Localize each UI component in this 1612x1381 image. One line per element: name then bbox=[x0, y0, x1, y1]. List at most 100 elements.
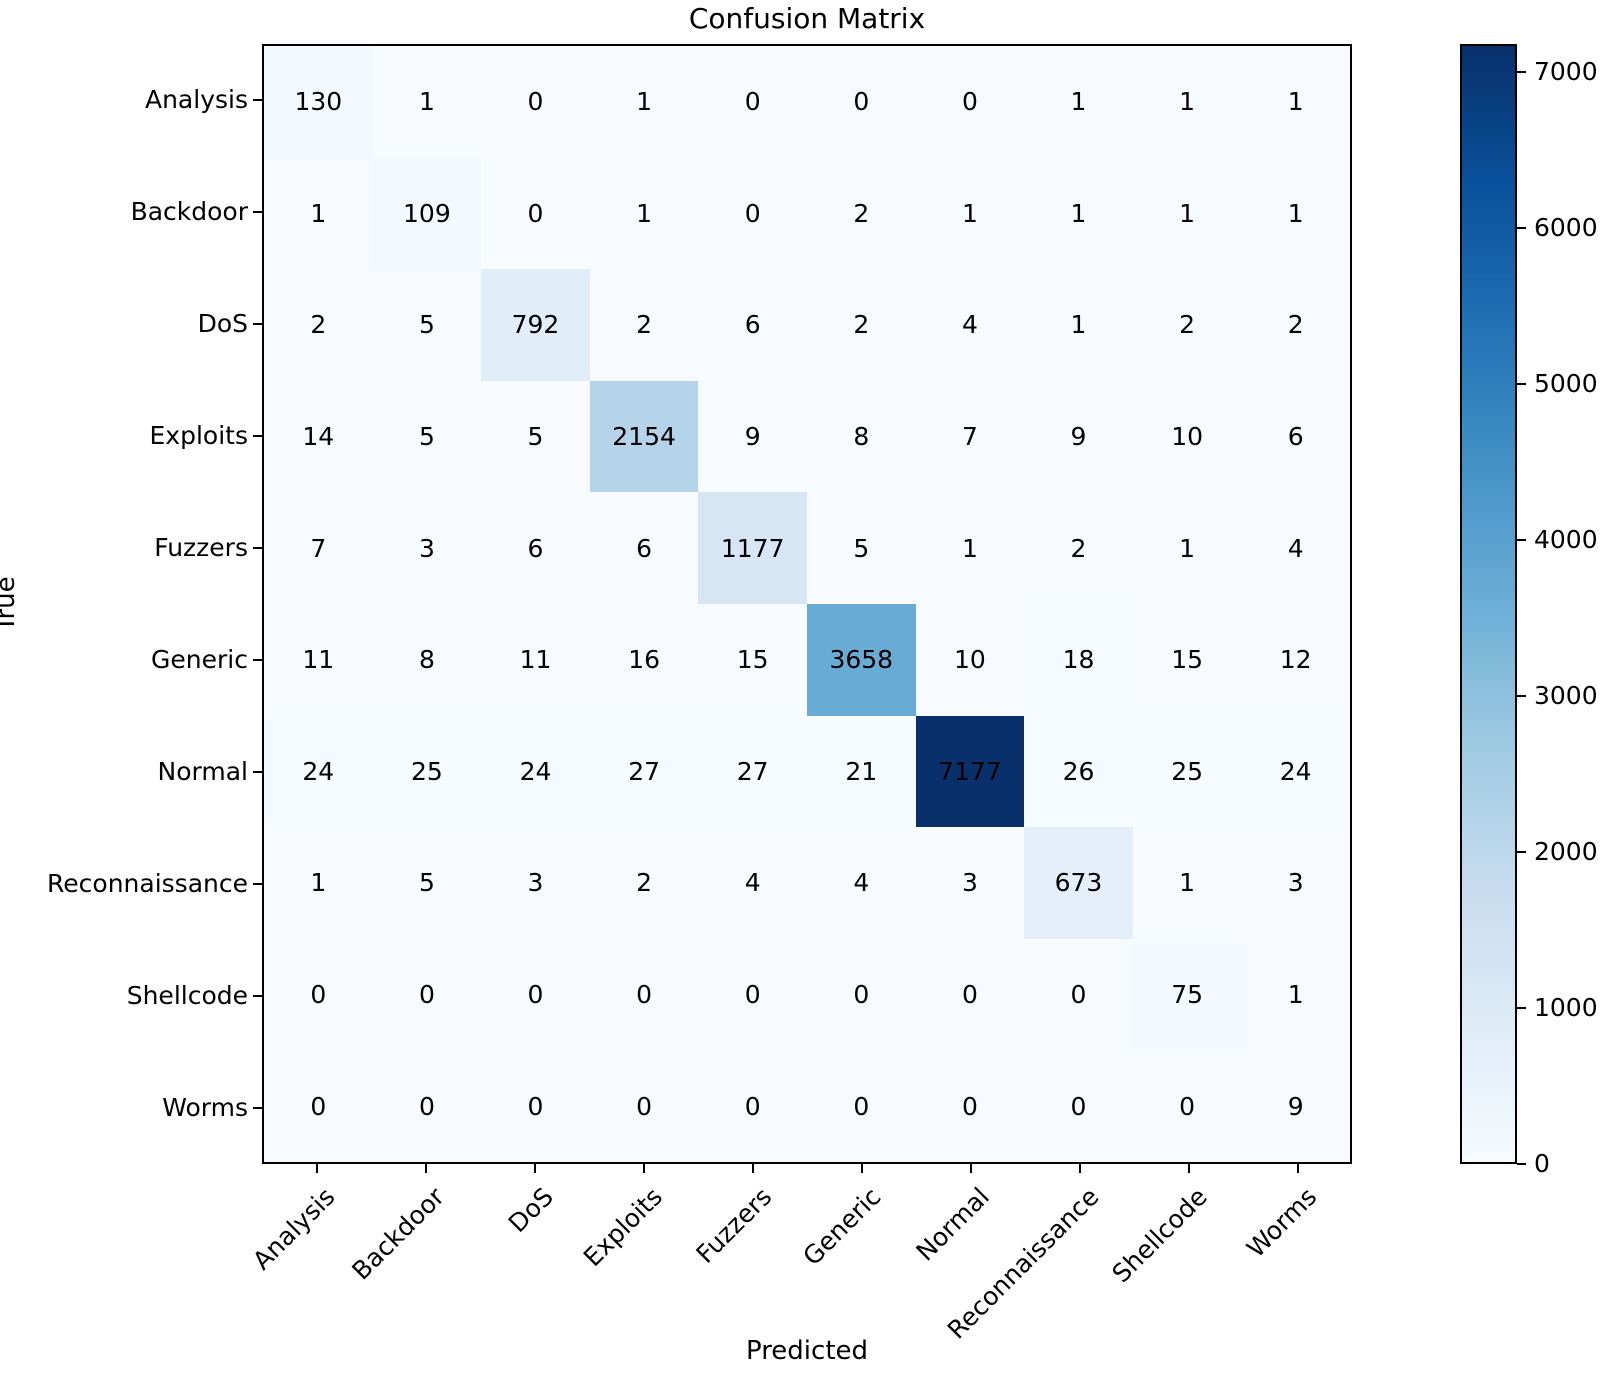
matrix-cell: 24 bbox=[1241, 715, 1350, 828]
matrix-cell: 24 bbox=[481, 715, 590, 828]
matrix-cell: 14 bbox=[264, 380, 373, 493]
matrix-cell: 7177 bbox=[915, 715, 1025, 828]
ytick-label: Fuzzers bbox=[154, 533, 248, 562]
matrix-cell: 1 bbox=[1132, 492, 1242, 604]
matrix-cell: 1 bbox=[589, 46, 699, 158]
matrix-cell: 3658 bbox=[806, 603, 916, 716]
matrix-cell: 0 bbox=[698, 157, 807, 270]
matrix-cell: 27 bbox=[698, 715, 807, 828]
colorbar-tick-mark bbox=[1517, 1163, 1526, 1165]
matrix-cell: 2 bbox=[1132, 269, 1242, 381]
ytick-mark bbox=[253, 771, 262, 773]
ytick-label: Generic bbox=[151, 645, 248, 674]
matrix-cell: 1177 bbox=[698, 492, 807, 604]
ytick-label: Normal bbox=[157, 757, 248, 786]
matrix-cell: 2 bbox=[589, 269, 699, 381]
matrix-cell: 11 bbox=[264, 603, 373, 716]
matrix-cell: 0 bbox=[806, 938, 916, 1051]
matrix-cell: 1 bbox=[1241, 938, 1350, 1051]
matrix-cell: 130 bbox=[264, 46, 373, 158]
colorbar-tick-label: 3000 bbox=[1534, 680, 1598, 710]
matrix-cell: 4 bbox=[1241, 492, 1350, 604]
colorbar-tick-label: 1000 bbox=[1534, 992, 1598, 1022]
ytick-label: Backdoor bbox=[130, 197, 248, 226]
x-axis-label: Predicted bbox=[745, 1336, 869, 1366]
matrix-cell: 6 bbox=[481, 492, 590, 604]
matrix-cell: 0 bbox=[481, 46, 590, 158]
xtick-mark bbox=[533, 1164, 536, 1173]
matrix-cell: 1 bbox=[589, 157, 699, 270]
matrix-cell: 0 bbox=[589, 938, 699, 1051]
ytick-label: Worms bbox=[162, 1093, 248, 1122]
matrix-cell: 25 bbox=[1132, 715, 1242, 828]
matrix-cell: 5 bbox=[481, 380, 590, 493]
matrix-cell: 1 bbox=[915, 492, 1025, 604]
matrix-cell: 0 bbox=[481, 1050, 590, 1162]
xtick-mark bbox=[969, 1164, 972, 1173]
matrix-cell: 1 bbox=[1241, 46, 1350, 158]
matrix-cell: 0 bbox=[915, 1050, 1025, 1162]
matrix-cell: 27 bbox=[589, 715, 699, 828]
matrix-cell: 18 bbox=[1024, 603, 1133, 716]
colorbar bbox=[1460, 44, 1517, 1164]
matrix-cell: 9 bbox=[1241, 1050, 1350, 1162]
heatmap-grid: 130 1 0 1 0 0 0 1 1 1 1 109 0 1 0 2 1 1 1 1 2 5 792 2 6 2 4 1 2 2 14 5 5… bbox=[264, 46, 1350, 1162]
colorbar-tick-mark bbox=[1517, 382, 1526, 385]
matrix-cell: 792 bbox=[481, 269, 590, 381]
colorbar-tick-mark bbox=[1517, 70, 1526, 73]
matrix-cell: 7 bbox=[915, 380, 1025, 493]
ytick-label: Shellcode bbox=[126, 981, 248, 1010]
colorbar-tick-mark bbox=[1517, 850, 1526, 853]
matrix-cell: 1 bbox=[264, 157, 373, 270]
matrix-cell: 2 bbox=[1241, 269, 1350, 381]
xtick-mark bbox=[860, 1164, 863, 1173]
matrix-cell: 1 bbox=[1024, 157, 1133, 270]
matrix-cell: 1 bbox=[1132, 827, 1242, 939]
ytick-mark bbox=[253, 435, 262, 437]
matrix-cell: 26 bbox=[1024, 715, 1133, 828]
matrix-cell: 0 bbox=[481, 938, 590, 1051]
matrix-cell: 15 bbox=[698, 603, 807, 716]
matrix-cell: 109 bbox=[372, 157, 482, 270]
matrix-cell: 2154 bbox=[589, 380, 699, 493]
matrix-cell: 6 bbox=[698, 269, 807, 381]
xtick-mark bbox=[1187, 1164, 1190, 1173]
matrix-cell: 1 bbox=[264, 827, 373, 939]
colorbar-tick-label: 0 bbox=[1534, 1149, 1550, 1178]
xtick-mark bbox=[424, 1164, 427, 1173]
colorbar-tick-label: 4000 bbox=[1534, 524, 1598, 554]
colorbar-tick-label: 5000 bbox=[1534, 368, 1598, 398]
matrix-cell: 0 bbox=[698, 1050, 807, 1162]
colorbar-tick-mark bbox=[1517, 694, 1526, 697]
matrix-cell: 3 bbox=[915, 827, 1025, 939]
xtick-mark bbox=[1296, 1164, 1299, 1173]
matrix-cell: 0 bbox=[1132, 1050, 1242, 1162]
ytick-mark bbox=[253, 323, 262, 325]
ytick-label: Reconnaissance bbox=[47, 869, 248, 898]
matrix-cell: 5 bbox=[372, 827, 482, 939]
matrix-cell: 0 bbox=[372, 938, 482, 1051]
matrix-cell: 9 bbox=[698, 380, 807, 493]
matrix-cell: 12 bbox=[1241, 603, 1350, 716]
matrix-cell: 0 bbox=[264, 1050, 373, 1162]
matrix-cell: 4 bbox=[806, 827, 916, 939]
ytick-mark bbox=[253, 547, 262, 549]
xtick-mark bbox=[1078, 1164, 1081, 1173]
matrix-cell: 9 bbox=[1024, 380, 1133, 493]
matrix-cell: 1 bbox=[1024, 269, 1133, 381]
colorbar-tick-mark bbox=[1517, 538, 1526, 541]
matrix-cell: 7 bbox=[264, 492, 373, 604]
ytick-mark bbox=[253, 883, 262, 885]
xtick-mark bbox=[315, 1164, 318, 1173]
matrix-cell: 1 bbox=[1024, 46, 1133, 158]
matrix-cell: 673 bbox=[1024, 827, 1133, 939]
matrix-cell: 1 bbox=[1132, 46, 1242, 158]
matrix-cell: 5 bbox=[806, 492, 916, 604]
matrix-cell: 0 bbox=[1024, 1050, 1133, 1162]
matrix-cell: 1 bbox=[1132, 157, 1242, 270]
matrix-cell: 0 bbox=[915, 46, 1025, 158]
matrix-cell: 2 bbox=[806, 269, 916, 381]
matrix-cell: 5 bbox=[372, 380, 482, 493]
matrix-cell: 3 bbox=[372, 492, 482, 604]
